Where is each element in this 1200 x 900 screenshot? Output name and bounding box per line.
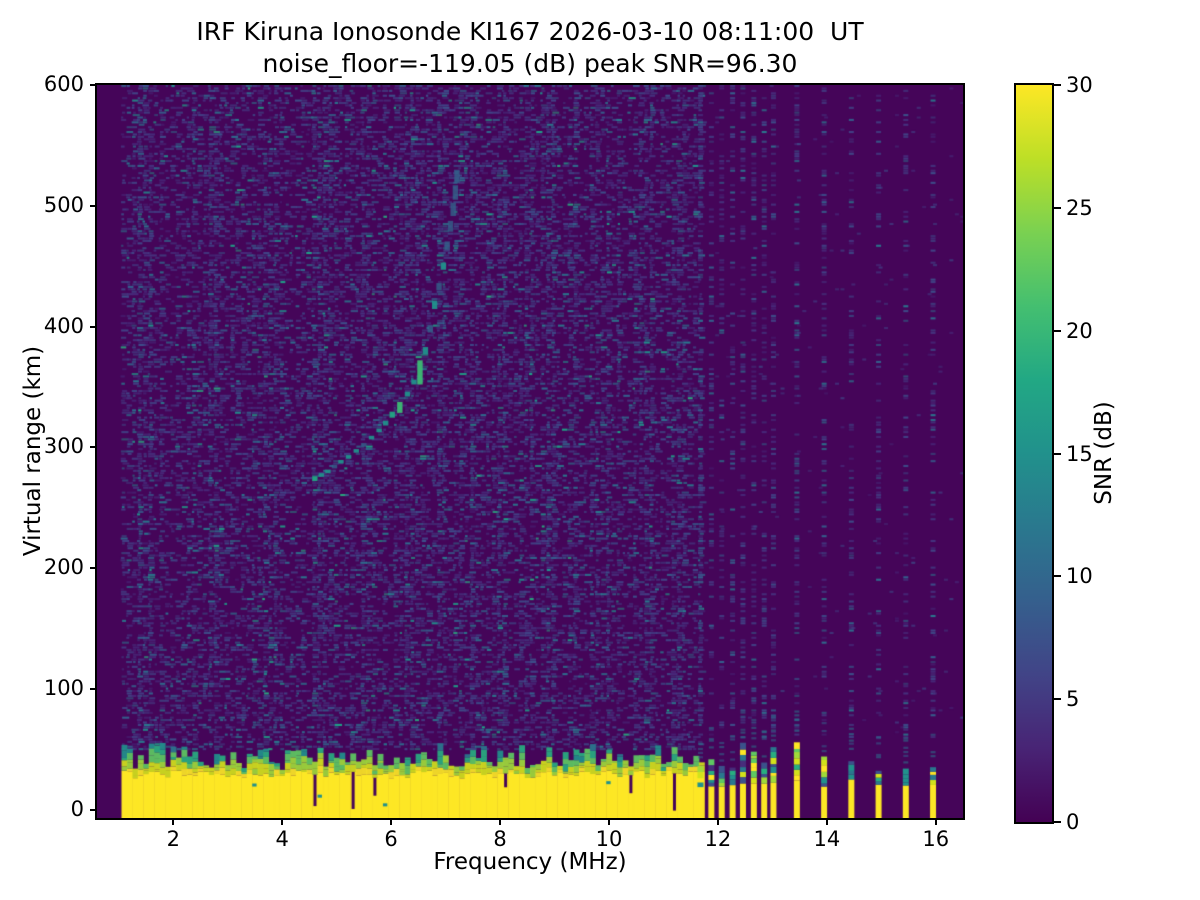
colorbar-tick (1054, 575, 1061, 578)
x-tick-label: 10 (595, 827, 623, 851)
x-tick-label: 16 (922, 827, 950, 851)
y-tick (90, 84, 97, 86)
colorbar-tick (1054, 698, 1061, 701)
y-tick (90, 567, 97, 570)
x-tick (499, 818, 502, 825)
x-tick-label: 2 (166, 827, 180, 851)
y-tick (90, 446, 97, 449)
x-tick (716, 818, 719, 825)
y-tick-label: 100 (43, 675, 84, 700)
chart-subtitle: noise_floor=-119.05 (dB) peak SNR=96.30 (262, 49, 798, 78)
colorbar-tick-label: 20 (1066, 318, 1093, 343)
ionogram-heatmap (97, 85, 963, 818)
colorbar-tick (1054, 84, 1061, 86)
x-tick (607, 818, 610, 825)
colorbar-label: SNR (dB) (1091, 401, 1117, 505)
chart-title: IRF Kiruna Ionosonde KI167 2026-03-10 08… (196, 17, 864, 46)
colorbar-tick (1054, 452, 1061, 455)
y-tick-label: 300 (43, 434, 84, 459)
x-tick-label: 12 (704, 827, 732, 851)
colorbar-tick (1054, 206, 1061, 209)
colorbar-frame (1014, 83, 1054, 824)
x-tick (825, 818, 828, 825)
colorbar-gradient (1016, 85, 1052, 822)
colorbar-tick-label: 10 (1066, 564, 1093, 589)
x-tick (934, 818, 937, 825)
x-tick (281, 818, 284, 825)
colorbar-tick-label: 30 (1066, 73, 1093, 97)
colorbar-tick-label: 15 (1066, 441, 1093, 466)
y-tick-label: 600 (43, 72, 84, 96)
y-tick (90, 687, 97, 690)
x-tick-label: 14 (813, 827, 841, 851)
x-tick-label: 6 (384, 827, 398, 851)
x-tick (390, 818, 393, 825)
x-tick (172, 818, 175, 825)
colorbar-tick (1054, 821, 1061, 823)
colorbar-tick-label: 0 (1066, 810, 1080, 834)
y-tick (90, 204, 97, 207)
y-tick-label: 0 (70, 796, 84, 821)
colorbar-tick-label: 25 (1066, 195, 1093, 220)
y-tick-label: 200 (43, 555, 84, 580)
x-tick-label: 8 (493, 827, 507, 851)
colorbar-tick-label: 5 (1066, 687, 1080, 712)
x-axis-label: Frequency (MHz) (433, 849, 627, 875)
y-tick-label: 400 (43, 313, 84, 338)
y-tick (90, 325, 97, 328)
x-tick-label: 4 (275, 827, 289, 851)
colorbar-tick (1054, 329, 1061, 332)
y-tick (90, 808, 97, 811)
y-tick-label: 500 (43, 192, 84, 217)
